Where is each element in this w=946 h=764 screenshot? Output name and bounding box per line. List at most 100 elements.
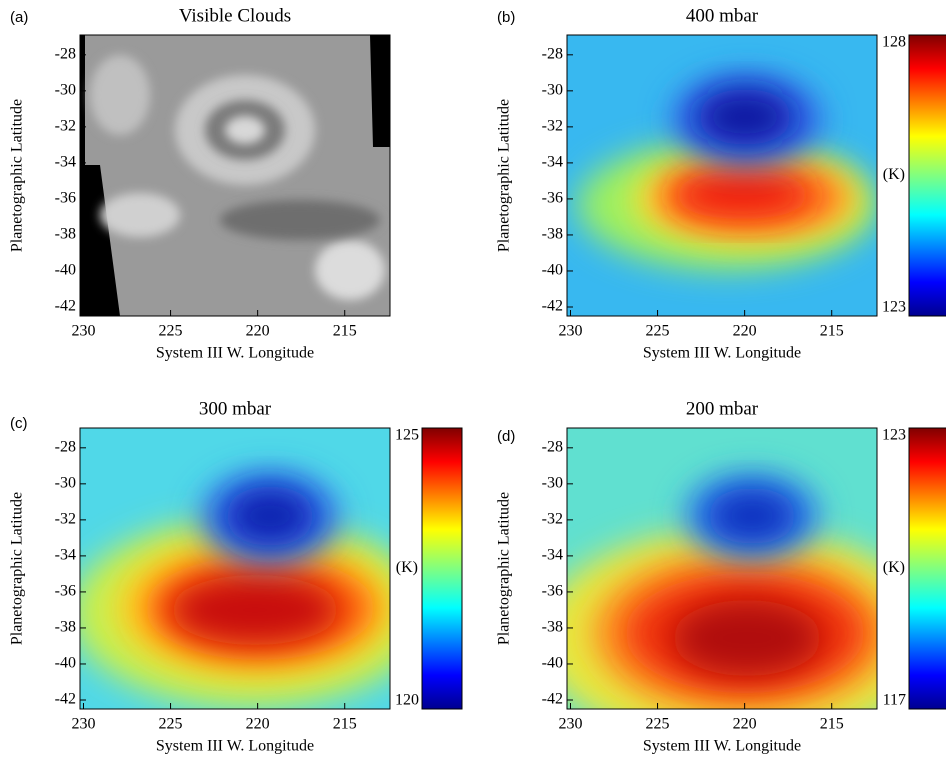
y-tick-label: -42: [542, 298, 563, 315]
colorbar-label: (K): [883, 166, 905, 183]
x-tick-label: 225: [646, 323, 670, 340]
y-tick-label: -40: [542, 655, 563, 672]
y-tick-label: -38: [542, 226, 563, 243]
x-axis-label: System III W. Longitude: [643, 738, 801, 755]
y-tick-label: -28: [542, 45, 563, 62]
plot-area: [567, 428, 877, 709]
panel: (a) Visible Clouds System III W. Longitude…: [9, 5, 391, 362]
y-tick-label: -36: [542, 583, 563, 600]
heatmap-feature: [672, 600, 822, 676]
cloud-feature: [90, 55, 150, 135]
colorbar: [908, 34, 946, 317]
x-tick-label: 230: [558, 323, 582, 340]
heatmap-feature: [707, 488, 797, 544]
x-tick-label: 220: [733, 323, 757, 340]
heatmap-feature: [697, 89, 793, 145]
x-tick-label: 225: [159, 323, 183, 340]
y-tick-label: -40: [542, 262, 563, 279]
y-tick-label: -40: [55, 262, 76, 279]
x-tick-label: 230: [71, 716, 95, 733]
colorbar-tick-label: 128: [882, 34, 906, 51]
panel-label: (a): [10, 9, 28, 26]
colorbar-tick-label: 120: [395, 692, 419, 709]
y-tick-label: -32: [542, 511, 563, 528]
cloud-feature: [220, 200, 380, 240]
y-tick-label: -34: [55, 154, 76, 171]
x-tick-label: 225: [646, 716, 670, 733]
y-tick-label: -30: [55, 475, 76, 492]
x-tick-label: 220: [246, 323, 270, 340]
x-tick-label: 230: [558, 716, 582, 733]
y-tick-label: -34: [542, 547, 563, 564]
plot-area: [567, 35, 877, 316]
colorbar-tick-label: 117: [883, 692, 906, 709]
colorbar-label: (K): [883, 559, 905, 576]
panel-label: (c): [10, 415, 28, 432]
y-tick-label: -28: [55, 45, 76, 62]
x-tick-label: 225: [159, 716, 183, 733]
cloud-feature: [225, 116, 265, 144]
plot-frame: [79, 427, 391, 710]
plot-area: [80, 428, 390, 709]
panel-title: 200 mbar: [686, 398, 759, 419]
plot-frame: [566, 427, 878, 710]
y-tick-label: -34: [55, 547, 76, 564]
colorbar-tick-label: 125: [395, 427, 419, 444]
panel-title: 300 mbar: [199, 398, 272, 419]
y-tick-label: -36: [55, 190, 76, 207]
cloud-feature: [315, 240, 385, 300]
y-tick-label: -38: [55, 226, 76, 243]
panel: (d) 200 mbar System III W. Longitude Planet…: [496, 398, 946, 755]
y-tick-label: -42: [55, 691, 76, 708]
panel-label: (d): [497, 428, 515, 445]
panel: (b) 400 mbar System III W. Longitude Planet…: [496, 5, 946, 362]
heatmap-feature: [225, 486, 315, 546]
y-tick-label: -38: [55, 619, 76, 636]
panel: (c) 300 mbar System III W. Longitude Planet…: [9, 398, 463, 755]
y-axis-label: Planetographic Latitude: [496, 99, 513, 252]
x-tick-label: 230: [71, 323, 95, 340]
x-tick-label: 220: [246, 716, 270, 733]
y-tick-label: -28: [542, 438, 563, 455]
y-axis-label: Planetographic Latitude: [9, 492, 26, 645]
x-tick-label: 215: [820, 716, 844, 733]
plot-frame: [79, 34, 391, 317]
colorbar-tick-label: 123: [882, 299, 906, 316]
colorbar-label: (K): [396, 559, 418, 576]
colorbar: [908, 427, 946, 710]
colorbar: [421, 427, 463, 710]
y-tick-label: -36: [542, 190, 563, 207]
heatmap-feature: [672, 171, 812, 219]
y-tick-label: -40: [55, 655, 76, 672]
panel-title: 400 mbar: [686, 5, 759, 26]
y-axis-label: Planetographic Latitude: [496, 492, 513, 645]
cloud-feature: [100, 193, 180, 237]
x-axis-label: System III W. Longitude: [156, 345, 314, 362]
x-tick-label: 215: [333, 323, 357, 340]
y-tick-label: -34: [542, 154, 563, 171]
x-axis-label: System III W. Longitude: [156, 738, 314, 755]
y-tick-label: -38: [542, 619, 563, 636]
y-tick-label: -42: [542, 691, 563, 708]
y-tick-label: -30: [542, 475, 563, 492]
y-tick-label: -30: [542, 82, 563, 99]
x-tick-label: 220: [733, 716, 757, 733]
y-tick-label: -28: [55, 438, 76, 455]
panel-label: (b): [497, 9, 515, 26]
plot-area: [80, 35, 390, 316]
plot-frame: [566, 34, 878, 317]
colorbar-tick-label: 123: [882, 427, 906, 444]
y-axis-label: Planetographic Latitude: [9, 99, 26, 252]
y-tick-label: -32: [55, 511, 76, 528]
y-tick-label: -30: [55, 82, 76, 99]
x-tick-label: 215: [820, 323, 844, 340]
x-tick-label: 215: [333, 716, 357, 733]
heatmap-feature: [170, 575, 340, 645]
y-tick-label: -36: [55, 583, 76, 600]
y-tick-label: -32: [542, 118, 563, 135]
panel-title: Visible Clouds: [179, 5, 291, 26]
y-tick-label: -32: [55, 118, 76, 135]
x-axis-label: System III W. Longitude: [643, 345, 801, 362]
y-tick-label: -42: [55, 298, 76, 315]
